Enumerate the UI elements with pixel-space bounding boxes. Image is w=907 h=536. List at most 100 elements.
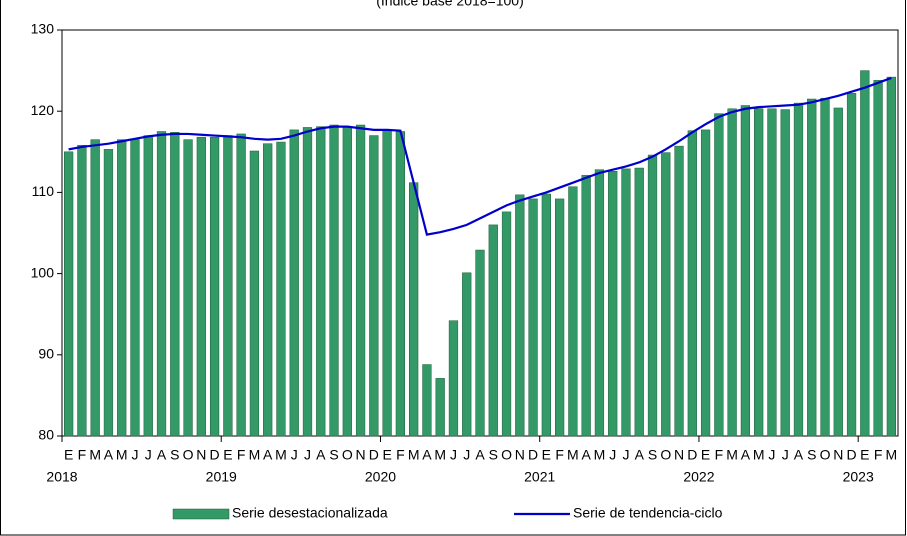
x-tick-label: D	[846, 447, 856, 463]
y-tick-label: 120	[31, 102, 55, 118]
x-tick-label: E	[64, 447, 73, 463]
x-tick-label: A	[475, 447, 485, 463]
bar	[143, 135, 153, 437]
x-tick-label: M	[89, 447, 101, 463]
x-tick-label: A	[263, 447, 273, 463]
bar	[329, 124, 339, 437]
x-tick-label: J	[463, 447, 470, 463]
x-group-label: 2021	[524, 469, 555, 485]
bar	[77, 145, 87, 437]
x-tick-label: O	[183, 447, 194, 463]
bar	[541, 193, 551, 437]
x-tick-label: A	[635, 447, 645, 463]
x-tick-label: J	[609, 447, 616, 463]
bar	[846, 93, 857, 437]
bar	[409, 182, 419, 437]
x-tick-label: D	[369, 447, 379, 463]
x-group-label: 2023	[843, 469, 874, 485]
x-group-label: 2018	[46, 469, 77, 485]
bar	[90, 139, 100, 437]
bar	[488, 224, 498, 437]
legend-swatch	[172, 508, 230, 520]
x-tick-label: M	[886, 447, 898, 463]
bar	[727, 108, 737, 437]
x-tick-label: O	[342, 447, 353, 463]
bar	[130, 139, 140, 437]
x-tick-label: N	[674, 447, 684, 463]
x-tick-label: J	[145, 447, 152, 463]
y-tick-label: 100	[31, 264, 55, 280]
x-tick-label: J	[291, 447, 298, 463]
x-tick-label: N	[196, 447, 206, 463]
x-tick-label: S	[489, 447, 498, 463]
x-group-label: 2019	[206, 469, 237, 485]
x-tick-label: F	[555, 447, 564, 463]
bar	[263, 143, 273, 437]
x-tick-label: F	[874, 447, 883, 463]
x-tick-label: M	[434, 447, 446, 463]
bar	[462, 272, 472, 437]
x-tick-label: O	[660, 447, 671, 463]
legend-label: Serie de tendencia-ciclo	[573, 505, 723, 521]
y-tick-label: 90	[38, 346, 54, 362]
bar	[581, 175, 591, 437]
bar	[621, 168, 631, 437]
x-tick-label: A	[157, 447, 167, 463]
y-tick-label: 130	[31, 21, 55, 37]
chart-subtitle: (Índice base 2018=100)	[376, 0, 524, 9]
bar	[156, 131, 167, 437]
bar	[170, 132, 180, 437]
bar	[448, 320, 459, 437]
bar	[355, 124, 366, 437]
bar	[236, 133, 246, 437]
x-tick-label: F	[715, 447, 724, 463]
bar	[780, 109, 790, 437]
x-tick-label: J	[131, 447, 138, 463]
x-tick-label: J	[304, 447, 311, 463]
bar	[674, 145, 684, 437]
x-tick-label: A	[422, 447, 432, 463]
x-tick-label: A	[104, 447, 114, 463]
x-tick-label: M	[408, 447, 420, 463]
y-tick-label: 80	[38, 427, 54, 443]
x-tick-label: N	[515, 447, 525, 463]
bar	[807, 98, 817, 437]
bar	[820, 97, 830, 437]
bar	[223, 135, 233, 437]
x-tick-label: J	[768, 447, 775, 463]
bar	[700, 129, 711, 437]
bar	[289, 129, 299, 437]
x-tick-label: J	[782, 447, 789, 463]
bar	[886, 76, 896, 437]
y-tick-label: 110	[32, 183, 55, 199]
x-tick-label: M	[116, 447, 128, 463]
bar	[196, 136, 206, 437]
bar	[369, 135, 379, 437]
bar	[209, 136, 220, 437]
x-tick-label: N	[833, 447, 843, 463]
x-tick-label: S	[329, 447, 338, 463]
x-group-label: 2020	[365, 469, 396, 485]
x-tick-label: A	[316, 447, 326, 463]
bar	[302, 127, 313, 437]
bar	[740, 105, 751, 437]
bar	[568, 186, 578, 437]
bar	[501, 211, 512, 437]
bar	[860, 70, 870, 437]
x-tick-label: M	[594, 447, 606, 463]
bar	[342, 126, 352, 437]
x-tick-label: M	[249, 447, 261, 463]
bar	[475, 249, 485, 437]
bar	[249, 150, 260, 437]
bar	[793, 102, 804, 437]
bar	[117, 139, 127, 437]
x-tick-label: S	[807, 447, 816, 463]
x-tick-label: J	[450, 447, 457, 463]
x-tick-label: J	[622, 447, 629, 463]
bar	[634, 167, 644, 437]
bar	[103, 149, 114, 437]
x-tick-label: A	[741, 447, 751, 463]
bar	[316, 126, 326, 437]
